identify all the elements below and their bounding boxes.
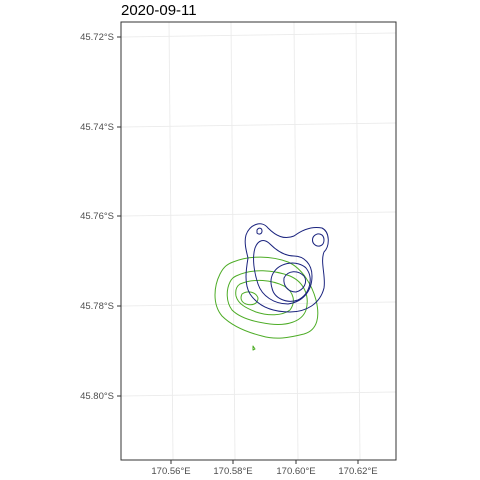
lat-tick-label: 45.72°S <box>80 32 114 43</box>
gridline-lat-45.76 <box>120 211 397 217</box>
gridline-lat-45.78 <box>120 301 397 307</box>
contour-green-speck <box>252 345 256 351</box>
contours-green <box>214 256 319 351</box>
lon-tick-label: 170.58°E <box>213 466 252 477</box>
graticule <box>120 21 397 461</box>
gridline-lon-170.56 <box>168 21 174 461</box>
contour-navy-inner <box>283 271 307 293</box>
page-title: 2020-09-11 <box>121 2 197 19</box>
lat-tick-label: 45.76°S <box>80 211 114 222</box>
contours-navy <box>244 223 329 313</box>
lon-tick-label: 170.56°E <box>151 466 190 477</box>
contour-green-2 <box>226 270 308 325</box>
gridline-lat-45.80 <box>120 391 397 397</box>
gridline-lat-45.74 <box>120 122 397 128</box>
lon-tick-label: 170.62°E <box>338 466 377 477</box>
lat-tick-label: 45.78°S <box>80 301 114 312</box>
lat-tick-label: 45.80°S <box>80 391 114 402</box>
gridline-lon-170.58 <box>230 21 236 461</box>
contour-navy-lobe-left <box>256 227 263 235</box>
contour-navy-lobe-right <box>312 233 325 247</box>
contour-green-outer <box>214 256 319 339</box>
contour-navy-2 <box>253 240 313 305</box>
contour-green-3 <box>235 279 294 316</box>
gridline-lon-170.60 <box>293 21 299 461</box>
y-axis: 45.72°S 45.74°S 45.76°S 45.78°S 45.80°S <box>80 32 121 402</box>
contour-navy-outer <box>244 223 329 313</box>
gridline-lon-170.62 <box>355 21 361 461</box>
lon-tick-label: 170.60°E <box>276 466 315 477</box>
panel-border <box>120 21 397 461</box>
x-axis: 170.56°E 170.58°E 170.60°E 170.62°E <box>151 460 378 477</box>
panel-background <box>121 22 396 460</box>
contour-green-inner <box>240 291 259 306</box>
lat-tick-label: 45.74°S <box>80 122 114 133</box>
contour-navy-3 <box>270 262 311 302</box>
gridline-lat-45.72 <box>120 32 397 38</box>
